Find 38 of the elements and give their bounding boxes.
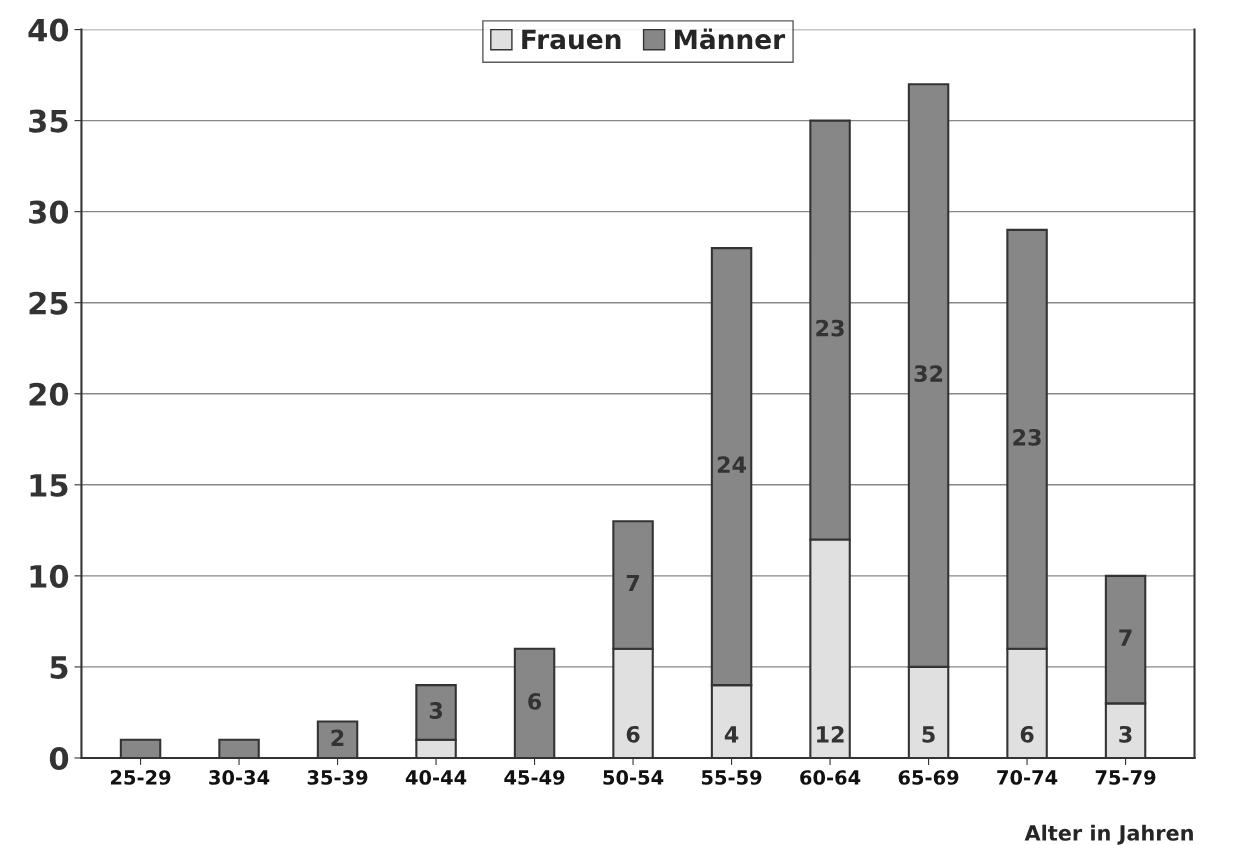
data-label: 6 <box>1020 725 1034 743</box>
y-tick-label: 35 <box>29 109 68 133</box>
data-label: 2 <box>331 729 344 746</box>
x-tick-label: 45-49 <box>504 770 565 785</box>
x-tick-label: 50-54 <box>603 770 664 785</box>
y-tick-label: 40 <box>28 18 69 42</box>
data-label: 6 <box>528 693 542 710</box>
data-label: 4 <box>724 726 739 743</box>
data-label: 23 <box>816 319 844 337</box>
y-tick-label: 10 <box>30 564 69 588</box>
x-tick-label: 40-44 <box>405 770 467 785</box>
legend-label: Frauen <box>522 29 621 50</box>
data-label: 3 <box>1119 725 1132 743</box>
data-label: 7 <box>1119 629 1132 646</box>
y-tick-label: 15 <box>30 474 68 497</box>
data-label: 12 <box>817 725 844 743</box>
x-tick-label: 35-39 <box>307 770 368 785</box>
data-label: 32 <box>914 365 943 383</box>
y-tick-label: 0 <box>49 746 69 771</box>
data-label: 23 <box>1013 428 1041 446</box>
x-tick-label: 60-64 <box>800 770 861 785</box>
x-axis-title: Alter in Jahren <box>1024 824 1193 845</box>
x-tick-label: 25-29 <box>110 770 171 785</box>
y-tick-label: 25 <box>29 291 68 315</box>
y-tick-label: 30 <box>29 200 69 224</box>
data-label: 3 <box>429 702 443 719</box>
x-tick-label: 65-69 <box>898 770 959 785</box>
data-label: 6 <box>626 725 640 743</box>
y-tick-label: 20 <box>29 382 69 406</box>
x-tick-label: 55-59 <box>701 770 762 785</box>
legend-label: Männer <box>675 28 786 50</box>
data-label: 7 <box>626 574 640 592</box>
data-label: 24 <box>717 456 746 473</box>
data-label: 5 <box>922 726 935 743</box>
x-tick-label: 75-79 <box>1095 770 1156 785</box>
x-tick-label: 70-74 <box>997 770 1058 785</box>
x-tick-label: 30-34 <box>209 770 270 785</box>
y-tick-label: 5 <box>50 656 68 679</box>
